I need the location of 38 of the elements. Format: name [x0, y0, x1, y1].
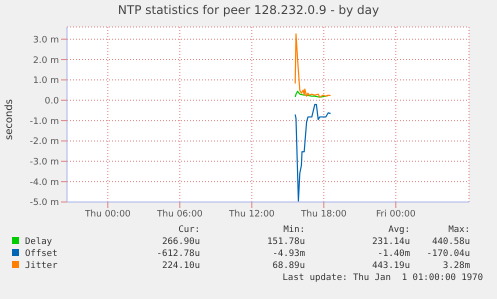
chart-title: NTP statistics for peer 128.232.0.9 - by day	[116, 3, 380, 17]
legend-label: Jitter	[24, 261, 58, 271]
x-tick-label: Thu 18:00	[300, 209, 347, 220]
text: Cur:	[177, 225, 200, 235]
y-tick-label: -1.0 m	[30, 116, 59, 127]
text: 266.90u	[161, 237, 200, 247]
legend-label: Offset	[24, 249, 58, 259]
y-tick-label: 3.0 m	[33, 35, 59, 46]
legend-label: Delay	[24, 237, 52, 247]
text: 440.58u	[432, 237, 470, 247]
text: 151.78u	[266, 237, 305, 247]
text: 224.10u	[161, 261, 200, 271]
text: -1.40m	[376, 249, 410, 259]
text: Last update: Thu Jan 1 01:00:00 1970	[282, 273, 483, 283]
y-tick-label: 0.0	[44, 96, 60, 106]
text: -4.93m	[271, 249, 305, 259]
text: -612.78u	[156, 249, 200, 259]
x-tick-label: Thu 00:00	[84, 209, 131, 220]
x-tick-label: Thu 12:00	[228, 209, 275, 220]
text: Max:	[448, 225, 470, 235]
line-series	[294, 33, 332, 98]
y-axis-title: seconds	[4, 99, 15, 140]
y-tick-label: -5.0 m	[30, 198, 59, 208]
text: 3.28m	[442, 261, 470, 271]
y-tick-label: 2.0 m	[33, 56, 59, 66]
text: Avg:	[387, 225, 410, 235]
text: Min:	[282, 225, 305, 235]
text: 443.19u	[371, 261, 410, 271]
y-tick-label: -3.0 m	[30, 157, 59, 168]
y-tick-label: 1.0 m	[33, 76, 59, 86]
text: 231.14u	[371, 237, 410, 247]
text: -170.04u	[426, 249, 470, 259]
y-tick-label: -4.0 m	[30, 178, 59, 188]
x-tick-label: Fri 00:00	[376, 209, 416, 220]
line-series	[294, 104, 332, 202]
text: 68.89u	[271, 261, 305, 271]
x-tick-label: Thu 06:00	[156, 209, 203, 220]
y-tick-label: -2.0 m	[30, 137, 59, 148]
